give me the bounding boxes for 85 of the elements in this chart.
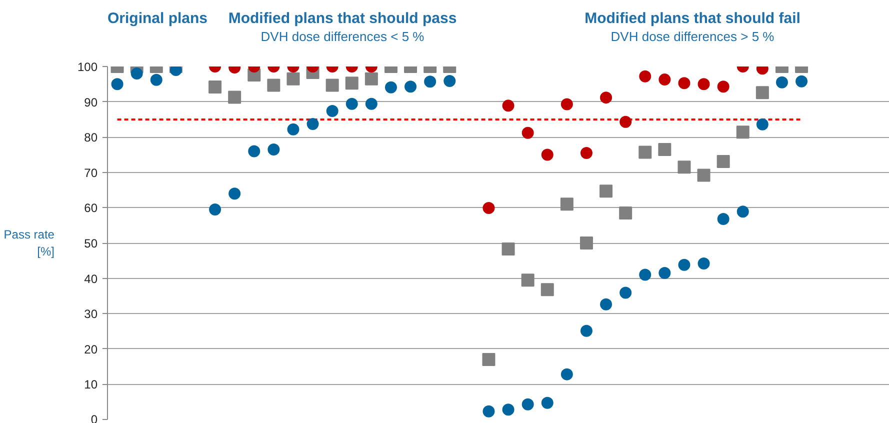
point xyxy=(717,213,730,225)
point xyxy=(756,118,768,130)
point xyxy=(600,92,612,104)
point xyxy=(541,396,554,409)
point xyxy=(541,148,554,161)
point xyxy=(658,74,671,86)
point xyxy=(404,80,417,93)
y-tick-label: 20 xyxy=(84,342,98,356)
point xyxy=(716,154,730,168)
point xyxy=(639,268,652,281)
point xyxy=(756,86,769,100)
point xyxy=(580,236,593,250)
y-tick-label: 90 xyxy=(84,95,98,110)
point xyxy=(364,72,378,86)
point xyxy=(268,143,280,156)
point xyxy=(502,100,514,112)
point xyxy=(345,76,358,90)
text: Modified plans that should fail xyxy=(584,10,800,27)
text: DVH dose differences > 5 % xyxy=(610,29,775,44)
point xyxy=(560,368,573,380)
point xyxy=(482,405,495,418)
point xyxy=(619,206,632,220)
y-tick-label: 50 xyxy=(84,236,98,250)
point xyxy=(482,202,495,214)
point xyxy=(286,72,300,86)
point xyxy=(384,81,397,94)
point xyxy=(796,75,808,88)
point xyxy=(678,258,690,271)
point xyxy=(111,78,124,90)
point xyxy=(209,203,222,216)
point xyxy=(150,74,162,86)
y-tick-label: 60 xyxy=(84,201,98,216)
y-tick-label: 10 xyxy=(84,378,98,392)
point xyxy=(600,184,613,198)
point xyxy=(638,146,652,159)
point xyxy=(540,283,554,296)
point xyxy=(326,104,338,117)
point xyxy=(267,78,280,92)
point xyxy=(208,80,222,94)
point xyxy=(444,74,456,87)
y-tick-label: 40 xyxy=(84,272,98,286)
point xyxy=(600,298,612,310)
text: Original plans xyxy=(107,10,208,27)
y-tick-label: 70 xyxy=(84,166,98,180)
point xyxy=(248,145,260,158)
point xyxy=(580,146,592,159)
point xyxy=(287,123,300,136)
point xyxy=(698,78,710,90)
y-tick-label: 80 xyxy=(84,130,98,145)
point xyxy=(170,66,182,76)
point xyxy=(658,267,671,279)
point xyxy=(620,286,632,299)
point xyxy=(346,98,358,110)
point xyxy=(502,242,515,256)
point xyxy=(776,76,788,88)
point xyxy=(502,404,514,416)
point xyxy=(639,70,652,82)
point xyxy=(736,126,750,139)
y-tick-label: 100 xyxy=(77,60,98,74)
point xyxy=(424,76,436,88)
point xyxy=(522,398,534,410)
y-axis-title: Pass rate [%] xyxy=(4,228,55,258)
point xyxy=(678,160,691,174)
point xyxy=(482,352,496,366)
point xyxy=(697,168,710,182)
point xyxy=(522,126,534,139)
text: Modified plans that should pass xyxy=(228,10,457,27)
point xyxy=(228,90,242,104)
point xyxy=(228,188,241,200)
point xyxy=(560,198,574,211)
text: DVH dose differences < 5 % xyxy=(260,29,425,44)
point xyxy=(678,77,690,90)
point xyxy=(717,80,730,93)
point xyxy=(580,324,592,337)
point xyxy=(326,78,339,92)
point xyxy=(560,98,573,110)
point xyxy=(130,68,143,80)
point xyxy=(521,274,534,287)
point xyxy=(658,142,672,156)
point xyxy=(620,116,632,128)
point xyxy=(698,257,710,270)
point xyxy=(365,98,378,110)
y-tick-label: 30 xyxy=(84,307,98,322)
point xyxy=(736,206,749,218)
point xyxy=(306,118,319,130)
